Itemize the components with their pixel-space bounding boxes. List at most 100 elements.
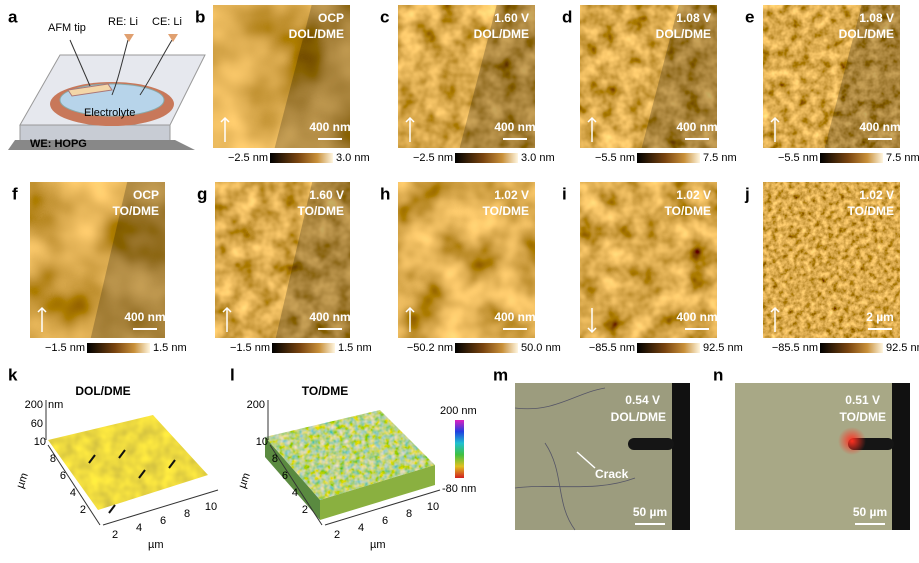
colorbar-max: 7.5 nm <box>703 152 737 164</box>
axis <box>102 489 219 526</box>
potential: 1.02 V <box>676 188 711 202</box>
afm-image <box>580 182 717 338</box>
potential: 1.60 V <box>309 188 344 202</box>
step-edge <box>274 5 350 148</box>
scale-bar-label: 400 nm <box>859 120 900 134</box>
y-tick: 2 <box>80 504 86 516</box>
pointer <box>69 39 91 87</box>
label: WE: HOPG <box>30 138 87 150</box>
afm-panel: c 1.60 V DOL/DME 400 nm −2.5 nm 3.0 nm <box>380 5 555 164</box>
afm-panel: i 1.02 V TO/DME 400 nm −85.5 nm 92.5 nm <box>562 182 743 354</box>
optical-panel: n 0.51 V TO/DME 50 µm <box>713 365 910 530</box>
surface <box>48 415 208 510</box>
electrolyte: TO/DME <box>113 204 159 218</box>
x-tick: 8 <box>406 508 412 520</box>
x-tick: 6 <box>382 515 388 527</box>
optical-panel: m 0.54 V DOL/DME Crack 50 µm <box>493 365 690 531</box>
y-unit: µm <box>14 471 31 490</box>
y-tick: 10 <box>256 436 268 448</box>
x-tick: 10 <box>205 501 217 513</box>
feature-arrow <box>108 504 116 514</box>
scale-bar-label: 400 nm <box>309 120 350 134</box>
afm-image <box>30 182 165 338</box>
potential: 0.51 V <box>845 393 880 407</box>
step-edge <box>641 5 717 148</box>
scan-arrow-head <box>220 116 230 123</box>
colorbar-min: −85.5 nm <box>772 342 818 354</box>
panel-letter: j <box>744 184 750 203</box>
panel-a: a AFM tip RE: Li CE: Li Electrolyte WE: … <box>8 7 206 150</box>
y-tick: 8 <box>272 453 278 465</box>
afm-cantilever <box>67 83 113 97</box>
surface-title: TO/DME <box>302 384 348 398</box>
colorbar-max: 7.5 nm <box>886 152 919 164</box>
colorbar-min: −5.5 nm <box>595 152 635 164</box>
colorbar-max: 50.0 nm <box>521 342 561 354</box>
annotation-arrow <box>576 451 596 469</box>
afm-panel: j 1.02 V TO/DME 2 µm −85.5 nm 92.5 nm <box>744 182 919 354</box>
x-tick: 4 <box>358 522 364 534</box>
step-edge <box>275 182 350 338</box>
y-tick: 2 <box>302 504 308 516</box>
y-unit: µm <box>236 471 253 490</box>
colorbar-max: 1.5 nm <box>153 342 187 354</box>
scale-bar-label: 400 nm <box>494 120 535 134</box>
label: CE: Li <box>152 16 182 28</box>
afm-panel: d 1.08 V DOL/DME 400 nm −5.5 nm 7.5 nm <box>562 5 737 164</box>
potential: 1.08 V <box>859 11 894 25</box>
panel-letter: f <box>12 184 18 203</box>
afm-panel: h 1.02 V TO/DME 400 nm −50.2 nm 50.0 nm <box>380 182 561 354</box>
y-tick: 6 <box>282 470 288 482</box>
colorbar <box>455 153 518 163</box>
axis <box>47 444 101 526</box>
panel-letter: n <box>713 365 723 384</box>
x-tick: 10 <box>427 501 439 513</box>
colorbar <box>270 153 333 163</box>
y-tick: 4 <box>70 487 76 499</box>
scale-bar-label: 400 nm <box>309 310 350 324</box>
x-tick: 2 <box>334 529 340 541</box>
electrolyte: DOL/DME <box>839 27 894 41</box>
surface-side <box>320 465 435 520</box>
colorbar <box>272 343 335 353</box>
z-tick: 200 <box>25 399 43 411</box>
colorbar-min: −1.5 nm <box>45 342 85 354</box>
x-tick: 6 <box>160 515 166 527</box>
panel-letter: b <box>195 7 205 26</box>
ce-electrode <box>168 34 178 42</box>
step-edge <box>90 182 165 338</box>
scan-arrow-head <box>405 116 415 123</box>
colorbar-max: 92.5 nm <box>886 342 919 354</box>
feature-arrow <box>118 449 126 459</box>
colorbar-min: −85.5 nm <box>589 342 635 354</box>
scale-bar-label: 400 nm <box>124 310 165 324</box>
afm-image <box>398 5 535 148</box>
electrolyte: TO/DME <box>298 204 344 218</box>
panel-letter: a <box>8 7 18 26</box>
hopg <box>8 140 195 150</box>
colorbar-max: 3.0 nm <box>336 152 370 164</box>
afm-image <box>763 182 900 338</box>
probe-holder <box>672 383 690 530</box>
annotation: Crack <box>595 467 629 481</box>
optical-image <box>735 383 910 530</box>
axis <box>324 489 441 526</box>
label: Electrolyte <box>84 107 135 119</box>
colorbar <box>637 153 700 163</box>
electrolyte: TO/DME <box>665 204 711 218</box>
surface <box>265 410 435 500</box>
panel-letter: d <box>562 7 572 26</box>
potential: 1.60 V <box>494 11 529 25</box>
scan-arrow-head <box>37 306 47 313</box>
scan-arrow-head <box>770 116 780 123</box>
afm-image <box>580 5 717 148</box>
scan-arrow-head <box>587 327 597 334</box>
laser-spot <box>838 427 866 455</box>
colorbar-min: −5.5 nm <box>778 152 818 164</box>
x-tick: 4 <box>136 522 142 534</box>
scale-bar-label: 50 µm <box>633 505 667 519</box>
step-edge <box>459 5 535 148</box>
